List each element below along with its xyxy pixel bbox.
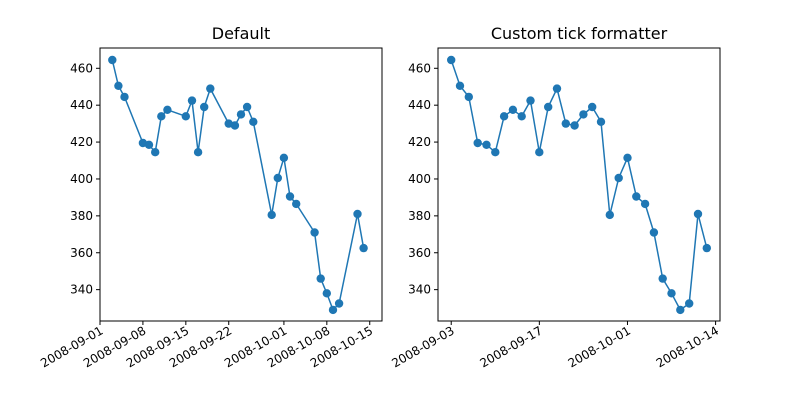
data-point (200, 102, 209, 112)
data-point (579, 110, 588, 119)
data-point (310, 228, 319, 237)
y-tick-label: 440 (70, 98, 93, 112)
data-point (693, 209, 703, 219)
data-point (447, 55, 456, 65)
data-point (322, 289, 331, 298)
data-point (285, 192, 295, 201)
plot-frame (99, 47, 383, 322)
y-tick-label: 360 (408, 246, 431, 260)
data-point (596, 117, 606, 127)
data-point (316, 274, 325, 283)
data-point (242, 102, 252, 112)
data-point (473, 138, 482, 148)
data-point (187, 96, 197, 105)
data-point (649, 228, 659, 237)
data-point (328, 305, 338, 315)
y-tick-label: 380 (408, 209, 431, 223)
y-tick-label: 340 (70, 283, 93, 297)
data-point (279, 153, 289, 162)
y-tick-label: 440 (408, 98, 431, 112)
data-point (144, 140, 154, 149)
data-point (499, 112, 509, 121)
data-point (526, 96, 535, 105)
data-point (334, 299, 344, 308)
data-point (359, 243, 368, 253)
data-point (561, 119, 570, 128)
y-tick-label: 460 (70, 61, 93, 75)
data-point (292, 199, 301, 209)
plot-frame (437, 47, 721, 322)
data-point (236, 110, 246, 119)
data-point (570, 121, 579, 130)
data-point (658, 274, 667, 283)
data-point (108, 55, 117, 65)
data-point (632, 192, 641, 201)
data-point (151, 148, 160, 157)
data-point (193, 148, 203, 157)
data-point (491, 148, 500, 157)
y-tick-label: 340 (408, 283, 431, 297)
data-point (667, 289, 676, 298)
data-point (702, 243, 711, 253)
data-point (157, 112, 166, 121)
data-point (517, 112, 526, 121)
data-point (163, 105, 172, 115)
data-point (508, 105, 518, 115)
data-point (120, 92, 129, 102)
data-point (640, 199, 650, 209)
data-point (249, 117, 258, 127)
data-point (588, 102, 597, 112)
data-point (552, 84, 562, 93)
data-point (273, 173, 282, 183)
data-point (464, 92, 473, 102)
data-point (685, 299, 694, 308)
y-tick-label: 420 (408, 135, 431, 149)
y-tick-label: 420 (70, 135, 93, 149)
y-tick-label: 400 (70, 172, 93, 186)
data-layer (108, 55, 368, 315)
y-tick-label: 360 (70, 246, 93, 260)
y-tick-label: 460 (408, 61, 431, 75)
data-point (482, 140, 491, 149)
data-point (623, 153, 632, 162)
chart-title: Default (212, 24, 270, 43)
data-point (605, 210, 614, 220)
data-point (181, 112, 190, 121)
data-point (230, 121, 240, 130)
data-point (353, 209, 362, 219)
data-point (206, 84, 215, 93)
data-point (267, 210, 276, 220)
data-point (535, 148, 544, 157)
chart-title: Custom tick formatter (491, 24, 668, 43)
y-tick-label: 380 (70, 209, 93, 223)
data-point (544, 102, 553, 112)
data-point (614, 173, 623, 183)
data-point (114, 81, 123, 91)
data-point (455, 81, 465, 91)
data-point (676, 305, 685, 315)
data-layer (447, 55, 711, 315)
y-tick-label: 400 (408, 172, 431, 186)
